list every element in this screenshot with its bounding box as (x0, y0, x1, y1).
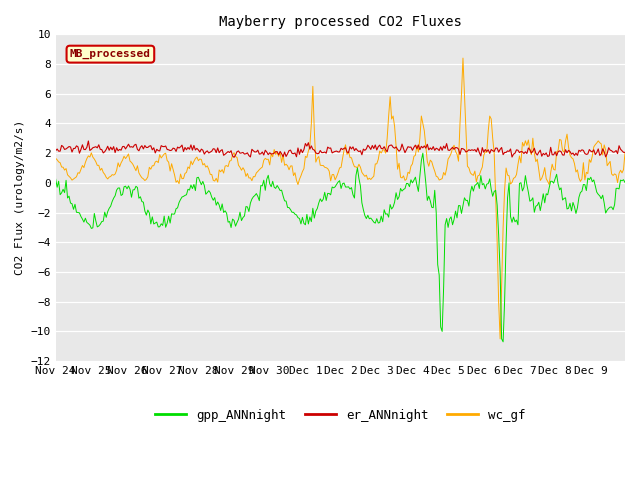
wc_gf (458, 91, 465, 96)
wc_gf (459, 55, 467, 61)
gpp_ANNnight (71, 202, 79, 207)
gpp_ANNnight (419, 150, 427, 156)
wc_gf (71, 175, 79, 181)
gpp_ANNnight (459, 203, 467, 208)
er_ANNnight (71, 145, 79, 151)
Y-axis label: CO2 Flux (urology/m2/s): CO2 Flux (urology/m2/s) (15, 120, 25, 276)
er_ANNnight (84, 138, 92, 144)
gpp_ANNnight (89, 225, 97, 231)
er_ANNnight (621, 149, 629, 155)
er_ANNnight (620, 149, 627, 155)
gpp_ANNnight (620, 177, 627, 182)
wc_gf (345, 148, 353, 154)
gpp_ANNnight (545, 185, 553, 191)
Line: er_ANNnight: er_ANNnight (56, 141, 625, 157)
gpp_ANNnight (621, 180, 629, 185)
wc_gf (496, 336, 504, 342)
wc_gf (620, 167, 627, 172)
wc_gf (52, 156, 60, 161)
Text: MB_processed: MB_processed (70, 49, 151, 59)
Title: Mayberry processed CO2 Fluxes: Mayberry processed CO2 Fluxes (219, 15, 462, 29)
wc_gf (621, 150, 629, 156)
er_ANNnight (461, 147, 468, 153)
wc_gf (545, 181, 553, 187)
er_ANNnight (348, 146, 355, 152)
er_ANNnight (52, 148, 60, 154)
er_ANNnight (90, 144, 98, 150)
gpp_ANNnight (499, 339, 507, 345)
gpp_ANNnight (345, 184, 353, 190)
gpp_ANNnight (52, 176, 60, 182)
wc_gf (89, 154, 97, 160)
er_ANNnight (230, 155, 238, 160)
Line: wc_gf: wc_gf (56, 58, 625, 339)
Line: gpp_ANNnight: gpp_ANNnight (56, 153, 625, 342)
er_ANNnight (545, 153, 553, 159)
Legend: gpp_ANNnight, er_ANNnight, wc_gf: gpp_ANNnight, er_ANNnight, wc_gf (150, 404, 531, 427)
